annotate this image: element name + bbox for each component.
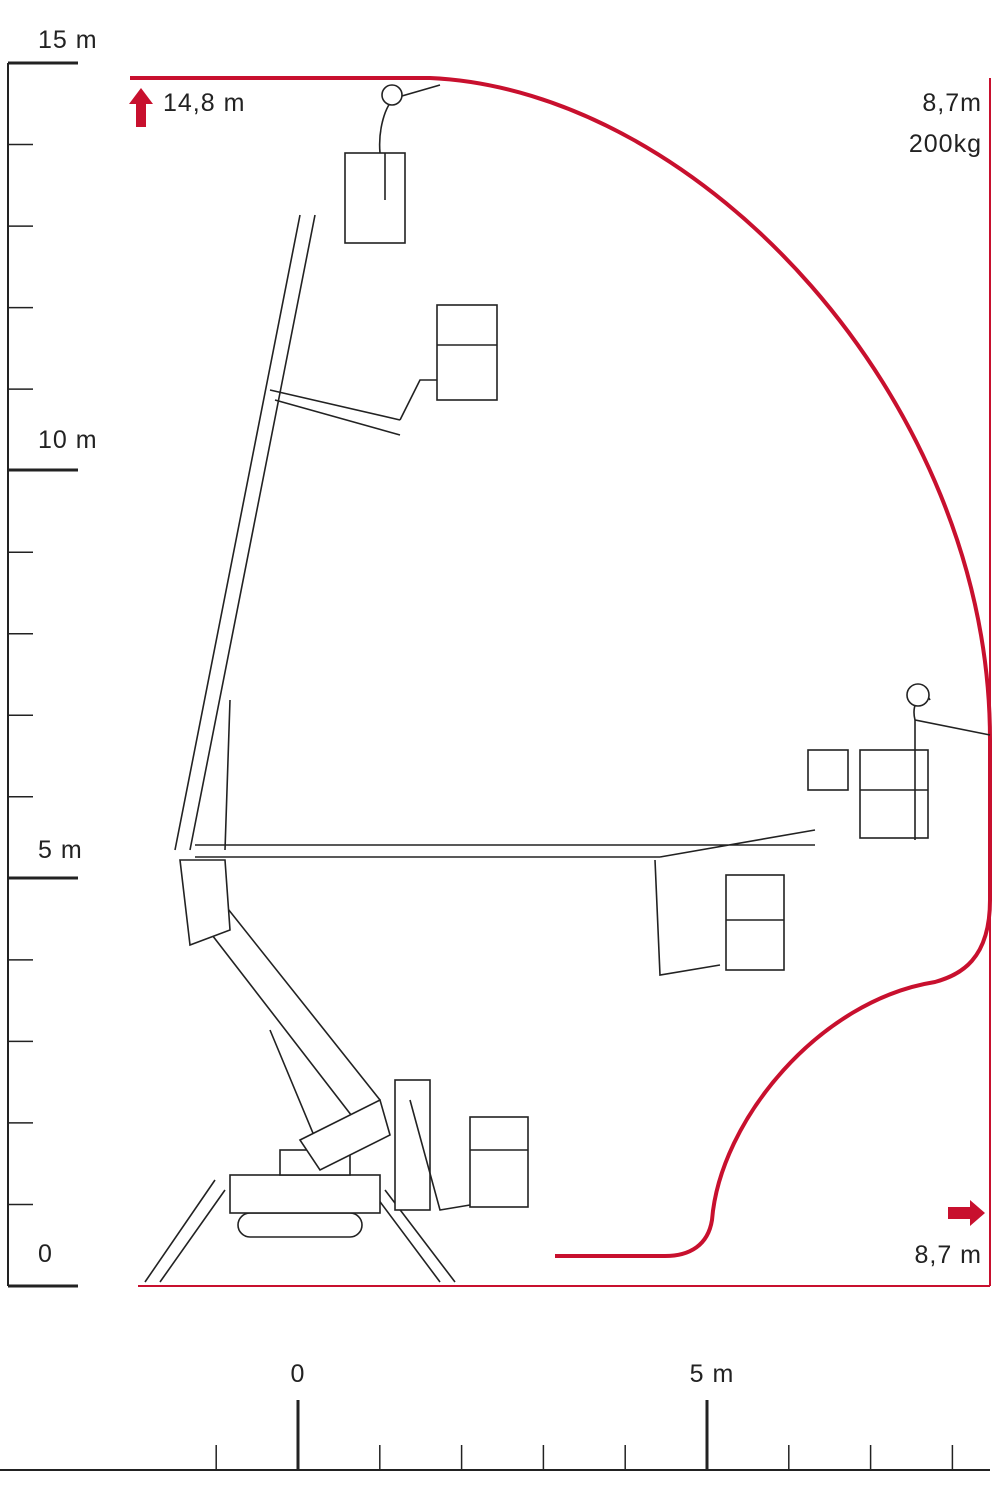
annotation: 8,7m	[922, 89, 982, 117]
scale-label: 5 m	[690, 1360, 735, 1388]
vertical-scale	[7, 61, 78, 1288]
horizontal-scale	[0, 1400, 990, 1471]
scale-label: 0	[38, 1240, 53, 1268]
annotation: 200kg	[909, 130, 982, 158]
scale-label: 5 m	[38, 836, 83, 864]
scale-label: 15 m	[38, 26, 98, 54]
scale-label: 10 m	[38, 426, 98, 454]
scale-label: 0	[291, 1360, 306, 1388]
annotation: 8,7 m	[914, 1241, 982, 1269]
annotation: 14,8 m	[163, 89, 245, 117]
working-envelope	[129, 76, 992, 1287]
machine	[144, 84, 991, 1283]
